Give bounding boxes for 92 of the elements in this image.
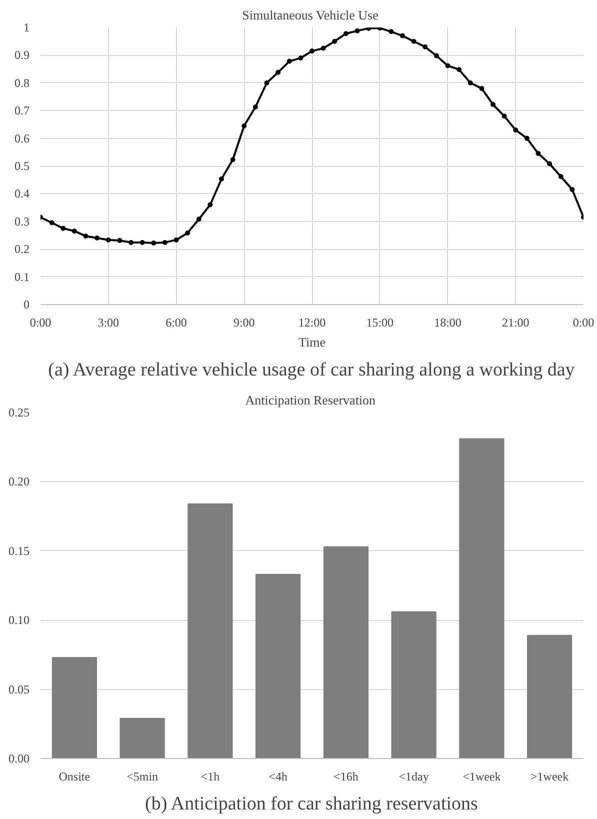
x-tick-label: 0:00 xyxy=(30,316,52,330)
point xyxy=(162,240,168,245)
point xyxy=(558,174,564,180)
point xyxy=(456,67,462,72)
point xyxy=(185,230,190,236)
x-tick-label: 18:00 xyxy=(434,316,462,330)
point xyxy=(332,38,338,44)
point xyxy=(208,202,213,208)
point xyxy=(230,157,236,162)
x-tick-label: 9:00 xyxy=(233,316,255,330)
point xyxy=(513,127,518,132)
bar xyxy=(459,438,504,758)
y-tick-label: 0.2 xyxy=(14,242,30,256)
point xyxy=(400,33,405,38)
y-tick-label: 0.4 xyxy=(14,186,30,201)
point xyxy=(320,46,326,51)
bar xyxy=(323,546,368,758)
bar xyxy=(256,574,301,758)
point xyxy=(547,161,552,166)
x-tick-label: 21:00 xyxy=(502,316,530,330)
y-tick-label: 0 xyxy=(24,298,30,312)
y-tick-label: 0.9 xyxy=(14,48,30,62)
point xyxy=(72,228,77,234)
point xyxy=(445,63,450,68)
point xyxy=(298,55,304,60)
point xyxy=(310,48,314,54)
text: (b) Anticipation for car sharing reservations xyxy=(145,794,478,814)
point xyxy=(117,238,122,244)
point xyxy=(94,236,100,241)
y-tick-label: 0.7 xyxy=(14,104,30,118)
point xyxy=(151,240,156,246)
y-tick-label: 0.8 xyxy=(14,76,30,90)
x-tick-label: 12:00 xyxy=(298,316,326,330)
point xyxy=(411,38,416,44)
x-tick-label: <4h xyxy=(268,770,288,784)
chart-title: Anticipation Reservation xyxy=(245,392,376,408)
bar xyxy=(188,503,233,758)
point xyxy=(422,44,428,50)
y-tick-label: 0.20 xyxy=(8,474,30,489)
x-tick-label: 6:00 xyxy=(166,316,187,330)
x-tick-label: 15:00 xyxy=(366,316,394,330)
point xyxy=(242,123,247,128)
y-tick-label: 0.05 xyxy=(8,682,30,696)
point xyxy=(502,114,507,119)
x-tick-label: <1h xyxy=(200,770,220,784)
point xyxy=(490,102,496,107)
point xyxy=(479,86,484,91)
chart-title: Simultaneous Vehicle Use xyxy=(242,8,379,22)
y-tick-label: 0.00 xyxy=(8,752,30,766)
bar xyxy=(527,634,572,758)
point xyxy=(60,226,66,231)
point xyxy=(388,29,394,34)
y-tick-label: 0.1 xyxy=(14,270,30,284)
x-tick-label: 0:00 xyxy=(572,316,594,330)
point xyxy=(434,53,439,58)
point xyxy=(140,240,145,245)
point xyxy=(128,240,134,245)
point xyxy=(286,58,292,64)
point xyxy=(264,80,270,86)
bar xyxy=(120,718,165,758)
point xyxy=(570,187,575,192)
bar xyxy=(391,611,436,758)
x-tick-label: 3:00 xyxy=(98,316,120,330)
y-tick-label: 0.5 xyxy=(14,159,30,173)
y-tick-label: 0.10 xyxy=(8,613,30,628)
point xyxy=(196,216,202,222)
point xyxy=(276,70,281,75)
x-tick-label: >1week xyxy=(530,770,569,784)
y-tick-label: 1 xyxy=(24,20,30,34)
point xyxy=(219,176,224,182)
text: (a) Average relative vehicle usage of car sharing along a working day xyxy=(48,360,576,380)
x-tick-label: Onsite xyxy=(58,770,90,784)
y-tick-label: 0.25 xyxy=(8,406,30,420)
point xyxy=(106,237,111,242)
x-tick-label: <5min xyxy=(126,770,158,784)
point xyxy=(174,237,179,242)
x-tick-label: <1week xyxy=(462,770,501,784)
point xyxy=(524,136,530,141)
x-tick-label: <16h xyxy=(334,770,358,784)
point xyxy=(343,31,348,36)
point xyxy=(536,151,541,156)
y-tick-label: 0.15 xyxy=(8,544,30,558)
x-axis-title: Time xyxy=(298,334,326,350)
point xyxy=(354,28,360,34)
x-tick-label: <1day xyxy=(398,770,429,784)
y-tick-label: 0.3 xyxy=(14,214,30,228)
point xyxy=(83,234,88,239)
point xyxy=(252,104,258,110)
y-tick-label: 0.6 xyxy=(14,131,30,146)
point xyxy=(468,80,473,86)
bar xyxy=(52,656,97,758)
point xyxy=(49,220,54,226)
